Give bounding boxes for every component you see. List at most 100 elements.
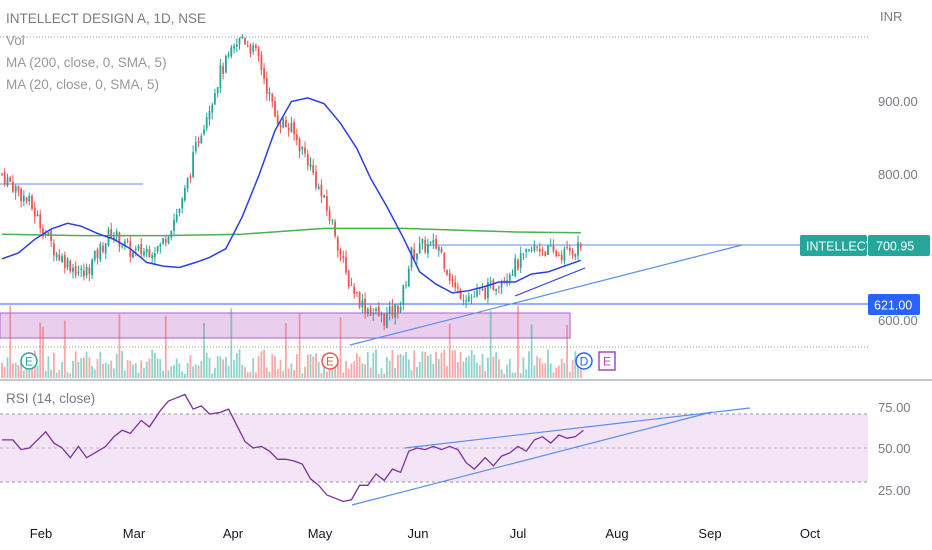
volume-bar: [55, 372, 58, 378]
candle-body: [309, 163, 312, 167]
candle-body: [83, 270, 85, 277]
volume-bar: [391, 350, 394, 378]
volume-bar: [235, 353, 238, 378]
volume-bar: [260, 351, 263, 378]
volume-bar: [304, 366, 306, 378]
last-price-badge[interactable]: INTELLECT 700.95: [800, 235, 930, 256]
price-trendline[interactable]: [349, 244, 743, 346]
volume-bar: [538, 358, 541, 378]
candle-body: [123, 241, 126, 246]
candle-body: [203, 129, 205, 135]
candle-body: [566, 246, 568, 248]
ma200-line[interactable]: [1, 227, 581, 237]
volume-bar: [525, 369, 528, 378]
candle-body: [173, 219, 175, 231]
candle-body: [235, 44, 238, 47]
volume-bar: [268, 371, 271, 378]
last-value-text: 700.95: [876, 240, 914, 254]
candle-body: [186, 177, 189, 189]
volume-bar: [386, 357, 388, 378]
level-price-badge[interactable]: 621.00: [868, 294, 920, 315]
volume-bar: [181, 371, 184, 378]
volume-bar: [511, 372, 514, 378]
candle-body: [61, 256, 63, 262]
volume-bar: [257, 356, 260, 378]
volume-bar: [478, 365, 481, 378]
volume-bar: [3, 366, 6, 378]
volume-bar: [233, 360, 235, 378]
volume-bar: [244, 367, 246, 378]
volume-bar: [560, 358, 563, 378]
volume-bar: [151, 350, 154, 378]
time-axis-label: Mar: [123, 526, 146, 541]
volume-bar: [208, 357, 211, 378]
ma20-legend[interactable]: MA (20, close, 0, SMA, 5): [6, 77, 160, 92]
volume-bar: [366, 352, 369, 378]
candle-body: [9, 177, 12, 182]
candle-body: [214, 93, 216, 105]
volume-bar: [50, 369, 52, 378]
candle-body: [279, 125, 282, 127]
candle-body: [386, 313, 388, 328]
candle-body: [399, 306, 402, 312]
volume-bar: [334, 358, 336, 378]
candle-body: [219, 65, 222, 88]
volume-bar: [63, 320, 66, 378]
volume-bar: [186, 362, 189, 378]
candle-body: [489, 280, 492, 283]
volume-bar: [263, 349, 265, 378]
ma20-line[interactable]: [1, 97, 582, 294]
volume-bar: [566, 325, 568, 378]
volume-bar: [6, 357, 9, 378]
candle-body: [164, 239, 167, 243]
volume-bar: [192, 366, 194, 378]
volume-bar: [265, 367, 268, 378]
volume-bar: [170, 366, 173, 378]
candle-body: [197, 140, 200, 144]
time-axis[interactable]: Feb Mar Apr May Jun Jul Aug Sep Oct: [30, 526, 821, 541]
candle-body: [255, 45, 257, 48]
volume-bar: [399, 353, 402, 378]
ma200-legend[interactable]: MA (200, close, 0, SMA, 5): [6, 55, 167, 70]
candle-body: [522, 253, 525, 255]
volume-bar: [238, 349, 241, 378]
volume-bar: [421, 351, 424, 378]
volume-bar: [214, 367, 216, 378]
rsi-trendline-upper[interactable]: [404, 407, 751, 449]
volume-bar: [508, 358, 511, 378]
price-channel-line[interactable]: [514, 267, 586, 297]
earnings-marker-may[interactable]: E: [321, 352, 339, 370]
rsi-line[interactable]: [2, 393, 584, 503]
volume-bar: [249, 372, 252, 378]
rsi-legend[interactable]: RSI (14, close): [6, 391, 96, 406]
volume-bar: [53, 352, 55, 378]
candle-body: [257, 47, 260, 56]
candle-body: [80, 268, 83, 270]
volume-bar: [293, 369, 295, 378]
rsi-trendline-lower[interactable]: [351, 411, 713, 506]
volume-bar: [145, 361, 148, 378]
volume-bar: [541, 363, 544, 378]
candle-body: [547, 245, 549, 255]
earnings-marker-feb[interactable]: E: [20, 352, 38, 370]
volume-bar: [134, 363, 137, 378]
candle-body: [508, 274, 511, 281]
volume-bar: [279, 360, 282, 378]
candle-body: [3, 172, 6, 184]
volume-bar: [549, 363, 552, 378]
volume-bar: [377, 373, 380, 378]
vol-legend[interactable]: Vol: [6, 33, 25, 48]
candle-body: [104, 243, 107, 254]
volume-bar: [194, 364, 197, 378]
volume-bar: [104, 362, 107, 378]
volume-bar: [211, 373, 214, 378]
volume-bar: [154, 352, 156, 378]
candle-body: [208, 111, 211, 120]
earnings-marker-upcoming[interactable]: E: [598, 351, 616, 371]
symbol-title[interactable]: INTELLECT DESIGN A, 1D, NSE: [6, 11, 207, 26]
candle-body: [465, 300, 467, 302]
dividend-marker[interactable]: D: [575, 352, 593, 370]
candle-body: [560, 255, 563, 260]
earnings-marker-circle: [20, 352, 38, 370]
